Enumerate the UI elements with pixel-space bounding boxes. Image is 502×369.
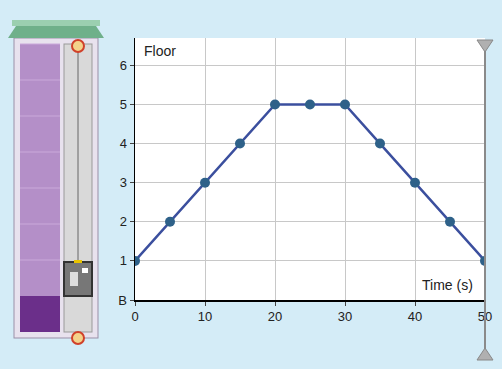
- svg-text:2: 2: [120, 214, 127, 229]
- svg-text:6: 6: [120, 58, 127, 73]
- svg-text:3: 3: [120, 175, 127, 190]
- svg-text:1: 1: [120, 253, 127, 268]
- svg-text:30: 30: [338, 309, 352, 324]
- svg-text:40: 40: [408, 309, 422, 324]
- svg-text:Floor: Floor: [144, 43, 176, 59]
- svg-text:4: 4: [120, 136, 127, 151]
- svg-text:50: 50: [478, 309, 492, 324]
- svg-text:B: B: [118, 293, 127, 308]
- svg-text:Time (s): Time (s): [422, 277, 473, 293]
- svg-text:5: 5: [120, 97, 127, 112]
- svg-text:20: 20: [268, 309, 282, 324]
- svg-text:10: 10: [198, 309, 212, 324]
- svg-text:0: 0: [131, 309, 138, 324]
